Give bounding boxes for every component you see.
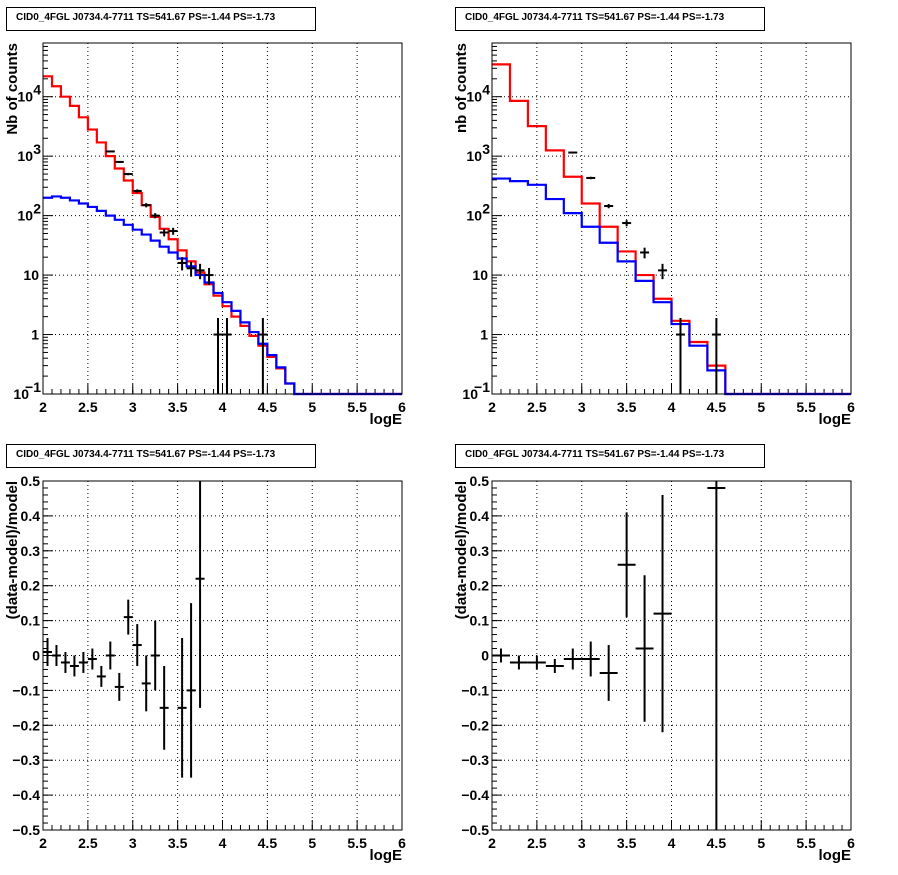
p3-y-tick-label: 0 <box>32 648 40 664</box>
p4-plot-area <box>492 481 851 830</box>
p3-x-tick-label: 6 <box>398 835 406 851</box>
p3-y-tick-label: 0.5 <box>21 473 41 489</box>
p3-x-tick-label: 5.5 <box>347 835 367 851</box>
p1-y-tick-exponent: 4 <box>33 82 41 98</box>
p1-y-tick-exponent: 2 <box>33 201 41 217</box>
p4-x-tick-label: 5.5 <box>796 835 816 851</box>
p3-y-axis-label: (data-model)/model <box>4 481 21 619</box>
p1-y-axis-label: Nb of counts <box>4 43 21 135</box>
p3-x-tick-label: 4.5 <box>258 835 278 851</box>
p3-plot-area <box>43 481 402 830</box>
p2-x-tick-label: 4 <box>668 399 676 415</box>
p2-y-tick-label: 10 <box>472 267 488 283</box>
panel-4-title: CID0_4FGL J0734.4-7711 TS=541.67 PS=-1.4… <box>455 444 765 468</box>
p4-y-tick-label: 0.1 <box>470 613 490 629</box>
p4-y-tick-label: 0 <box>481 648 489 664</box>
p3-y-tick-label: 0.4 <box>21 508 41 524</box>
p2-plot-frame <box>491 42 852 395</box>
p1-x-tick-label: 4 <box>219 399 227 415</box>
p2-x-axis-label: logE <box>819 411 852 428</box>
p1-x-tick-label: 2.5 <box>78 399 98 415</box>
p1-x-tick-label: 6 <box>398 399 406 415</box>
p1-y-tick-exponent: 3 <box>33 141 41 157</box>
p3-x-tick-label: 3.5 <box>168 835 188 851</box>
p2-x-tick-label: 5 <box>757 399 765 415</box>
p1-x-tick-label: 2 <box>39 399 47 415</box>
p4-x-tick-label: 4.5 <box>707 835 727 851</box>
p2-y-tick-label: 10 <box>466 89 482 105</box>
p3-x-tick-label: 4 <box>219 835 227 851</box>
p3-x-tick-label: 2 <box>39 835 47 851</box>
p4-y-tick-label: 0.2 <box>470 578 490 594</box>
p4-plot-frame <box>491 480 852 831</box>
p2-y-tick-label: 1 <box>480 327 488 343</box>
p1-x-tick-label: 3 <box>129 399 137 415</box>
p3-y-tick-label: −0.5 <box>12 822 40 838</box>
p4-x-tick-label: 6 <box>847 835 855 851</box>
p4-x-tick-label: 4 <box>668 835 676 851</box>
p3-x-tick-label: 2.5 <box>78 835 98 851</box>
p3-y-tick-label: −0.1 <box>12 682 40 698</box>
p1-x-tick-label: 5.5 <box>347 399 367 415</box>
p2-y-tick-label: 10 <box>462 386 478 402</box>
p1-y-tick-label: 10 <box>13 386 29 402</box>
panel-1-title: CID0_4FGL J0734.4-7711 TS=541.67 PS=-1.4… <box>6 7 316 31</box>
p1-y-tick-label: 10 <box>17 148 33 164</box>
p4-x-tick-label: 2 <box>488 835 496 851</box>
p4-y-tick-label: −0.4 <box>461 787 489 803</box>
p2-x-tick-label: 5.5 <box>796 399 816 415</box>
p3-y-tick-label: −0.3 <box>12 752 40 768</box>
p1-x-tick-label: 4.5 <box>258 399 278 415</box>
p3-y-tick-label: −0.4 <box>12 787 40 803</box>
p2-y-tick-exponent: 2 <box>482 201 490 217</box>
p3-y-tick-label: 0.2 <box>21 578 41 594</box>
p4-x-tick-label: 2.5 <box>527 835 547 851</box>
p3-plot-frame <box>42 480 403 831</box>
p4-y-axis-label: (data-model)/model <box>453 481 470 619</box>
p4-y-tick-label: −0.1 <box>461 682 489 698</box>
p4-y-tick-label: −0.5 <box>461 822 489 838</box>
p2-x-tick-label: 3.5 <box>617 399 637 415</box>
p2-x-tick-label: 6 <box>847 399 855 415</box>
p4-x-tick-label: 3 <box>578 835 586 851</box>
p4-x-tick-label: 5 <box>757 835 765 851</box>
p2-y-tick-exponent: 3 <box>482 141 490 157</box>
p2-x-tick-label: 2.5 <box>527 399 547 415</box>
p3-y-tick-label: −0.2 <box>12 717 40 733</box>
p2-y-tick-label: 10 <box>466 208 482 224</box>
p4-x-tick-label: 3.5 <box>617 835 637 851</box>
p1-x-axis-label: logE <box>370 411 403 428</box>
p1-y-tick-label: 10 <box>23 267 39 283</box>
p2-y-tick-exponent: −1 <box>474 379 490 395</box>
p4-y-tick-label: −0.2 <box>461 717 489 733</box>
p4-y-tick-label: 0.3 <box>470 543 490 559</box>
p2-y-tick-exponent: 4 <box>482 82 490 98</box>
p3-y-tick-label: 0.3 <box>21 543 41 559</box>
p1-y-tick-exponent: −1 <box>25 379 41 395</box>
p2-y-axis-label: nb of counts <box>453 43 470 133</box>
p2-x-tick-label: 3 <box>578 399 586 415</box>
p4-y-tick-label: 0.5 <box>470 473 490 489</box>
p1-plot-frame <box>42 42 403 395</box>
panel-3-title: CID0_4FGL J0734.4-7711 TS=541.67 PS=-1.4… <box>6 444 316 468</box>
p4-x-axis-label: logE <box>819 847 852 864</box>
p3-x-tick-label: 5 <box>308 835 316 851</box>
p1-x-tick-label: 5 <box>308 399 316 415</box>
p1-y-tick-label: 10 <box>17 208 33 224</box>
p3-y-tick-label: 0.1 <box>21 613 41 629</box>
p2-x-tick-label: 2 <box>488 399 496 415</box>
p4-y-tick-label: −0.3 <box>461 752 489 768</box>
p3-x-tick-label: 3 <box>129 835 137 851</box>
panel-2-title: CID0_4FGL J0734.4-7711 TS=541.67 PS=-1.4… <box>455 7 765 31</box>
p1-y-tick-label: 10 <box>17 89 33 105</box>
p2-y-tick-label: 10 <box>466 148 482 164</box>
p4-y-tick-label: 0.4 <box>470 508 490 524</box>
p3-x-axis-label: logE <box>370 847 403 864</box>
p1-x-tick-label: 3.5 <box>168 399 188 415</box>
p1-y-tick-label: 1 <box>31 327 39 343</box>
p2-x-tick-label: 4.5 <box>707 399 727 415</box>
